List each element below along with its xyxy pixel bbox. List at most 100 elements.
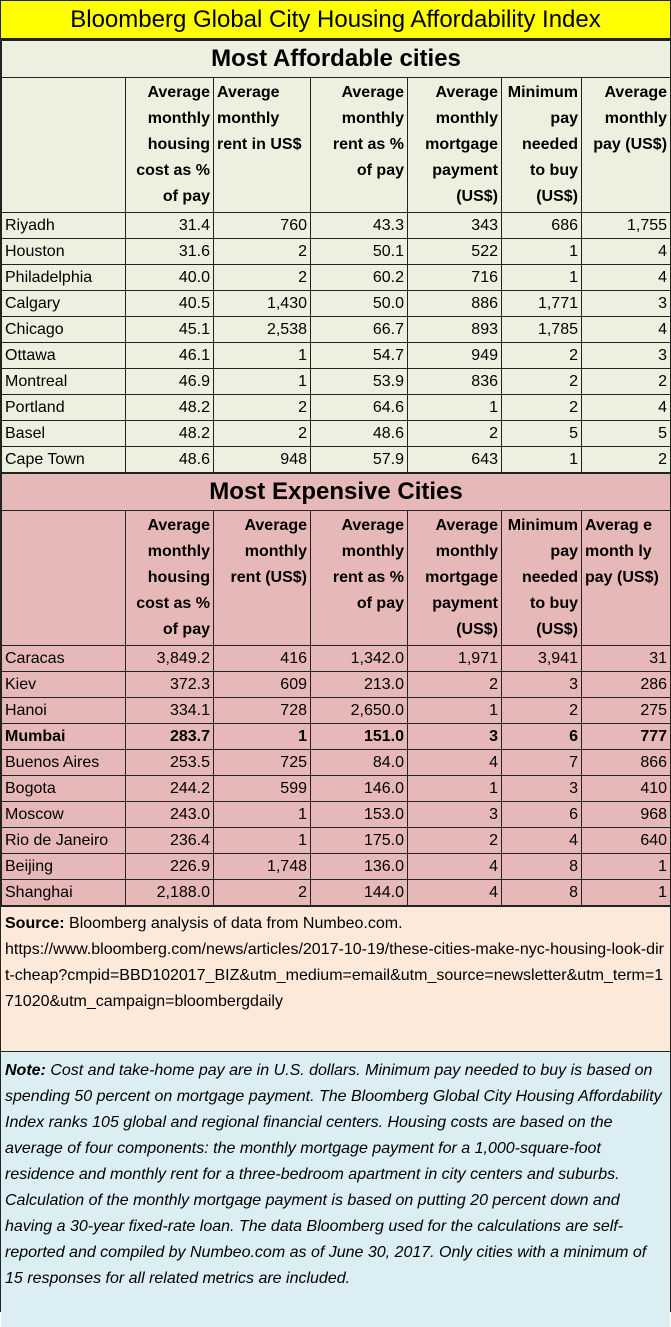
table-cell: 2 [501, 394, 582, 421]
header-rent-pct: Average monthly rent as % of pay [310, 77, 408, 213]
table-row: Calgary 40.5 1,430 50.0 886 1,771 3 [1, 290, 671, 317]
table-cell: 275 [580, 697, 671, 724]
city-name: Mumbai [1, 723, 126, 750]
table-cell: 283.7 [125, 723, 214, 750]
table-cell: 48.2 [125, 420, 214, 447]
table-cell: 1 [407, 394, 502, 421]
table-cell: 522 [407, 238, 502, 265]
header-min-pay: Minimum pay needed to buy (US$) [501, 510, 582, 646]
table-cell: 609 [213, 671, 311, 698]
table-cell: 4 [580, 316, 671, 343]
table-row: Houston 31.6 2 50.1 522 1 4 [1, 238, 671, 265]
header-mortgage: Average monthly mortgage payment (US$) [407, 510, 502, 646]
table-cell: 686 [501, 212, 582, 239]
table-cell: 2,538 [213, 316, 311, 343]
table-cell: 886 [407, 290, 502, 317]
table-cell: 45.1 [125, 316, 214, 343]
table-cell: 5 [580, 420, 671, 447]
table-cell: 968 [580, 801, 671, 828]
source-url[interactable]: https://www.bloomberg.com/news/articles/… [5, 941, 664, 1010]
affordable-table: Most Affordable cities Average monthly h… [0, 40, 671, 473]
table-cell: 57.9 [310, 446, 408, 473]
table-cell: 213.0 [310, 671, 408, 698]
table-cell: 2 [213, 394, 311, 421]
table-cell: 3 [580, 342, 671, 369]
source-label: Source: [5, 915, 65, 932]
table-cell: 1 [213, 723, 311, 750]
header-min-pay: Minimum pay needed to buy (US$) [501, 77, 582, 213]
table-cell: 3 [407, 723, 502, 750]
table-row: Montreal 46.9 1 53.9 836 2 2 [1, 368, 671, 395]
table-cell: 1 [580, 853, 671, 880]
table-cell: 1,771 [501, 290, 582, 317]
city-name: Basel [1, 420, 126, 447]
table-cell: 2 [501, 697, 582, 724]
city-name: Hanoi [1, 697, 126, 724]
table-cell: 1,748 [213, 853, 311, 880]
table-cell: 2 [213, 879, 311, 906]
table-cell: 236.4 [125, 827, 214, 854]
table-cell: 3 [501, 671, 582, 698]
table-cell: 2 [407, 420, 502, 447]
table-cell: 1 [407, 697, 502, 724]
table-cell: 893 [407, 316, 502, 343]
note-label: Note: [5, 1062, 46, 1079]
table-cell: 1 [213, 342, 311, 369]
header-rent-pct: Average monthly rent as % of pay [310, 510, 408, 646]
table-cell: 1,430 [213, 290, 311, 317]
table-cell: 48.6 [310, 420, 408, 447]
table-cell: 3,849.2 [125, 645, 214, 672]
table-cell: 4 [580, 238, 671, 265]
table-row: Beijing 226.9 1,748 136.0 4 8 1 [1, 853, 671, 880]
city-name: Philadelphia [1, 264, 126, 291]
table-cell: 1,971 [407, 645, 502, 672]
table-cell: 3 [580, 290, 671, 317]
table-cell: 410 [580, 775, 671, 802]
city-name: Chicago [1, 316, 126, 343]
table-cell: 7 [501, 749, 582, 776]
city-name: Shanghai [1, 879, 126, 906]
table-cell: 2 [501, 342, 582, 369]
table-cell: 1 [501, 264, 582, 291]
table-cell: 151.0 [310, 723, 408, 750]
city-name: Houston [1, 238, 126, 265]
table-row: Hanoi 334.1 728 2,650.0 1 2 275 [1, 697, 671, 724]
table-cell: 2 [213, 420, 311, 447]
table-cell: 2 [407, 827, 502, 854]
table-cell: 1 [501, 238, 582, 265]
table-cell: 8 [501, 853, 582, 880]
table-row: Basel 48.2 2 48.6 2 5 5 [1, 420, 671, 447]
table-cell: 46.9 [125, 368, 214, 395]
header-avg-pay: Average monthly pay (US$) [580, 77, 671, 213]
table-cell: 253.5 [125, 749, 214, 776]
city-name: Portland [1, 394, 126, 421]
table-row: Caracas 3,849.2 416 1,342.0 1,971 3,941 31 [1, 645, 671, 672]
header-mortgage: Average monthly mortgage payment (US$) [407, 77, 502, 213]
table-cell: 66.7 [310, 316, 408, 343]
city-name: Kiev [1, 671, 126, 698]
table-cell: 4 [580, 394, 671, 421]
table-cell: 777 [580, 723, 671, 750]
table-cell: 4 [407, 749, 502, 776]
table-cell: 31 [580, 645, 671, 672]
table-cell: 226.9 [125, 853, 214, 880]
city-name: Montreal [1, 368, 126, 395]
table-cell: 50.1 [310, 238, 408, 265]
header-housing-cost-pct: Average monthly housing cost as % of pay [125, 77, 214, 213]
source-block: Source: Bloomberg analysis of data from … [1, 906, 670, 1052]
table-row: Kiev 372.3 609 213.0 2 3 286 [1, 671, 671, 698]
header-rent: Average monthly rent (US$) [213, 510, 311, 646]
table-cell: 175.0 [310, 827, 408, 854]
city-name: Caracas [1, 645, 126, 672]
city-name: Moscow [1, 801, 126, 828]
table-cell: 4 [407, 879, 502, 906]
table-cell: 760 [213, 212, 311, 239]
table-cell: 5 [501, 420, 582, 447]
table-cell: 866 [580, 749, 671, 776]
table-cell: 286 [580, 671, 671, 698]
table-row: Bogota 244.2 599 146.0 1 3 410 [1, 775, 671, 802]
table-cell: 48.2 [125, 394, 214, 421]
city-name: Bogota [1, 775, 126, 802]
table-cell: 2 [407, 671, 502, 698]
table-cell: 48.6 [125, 446, 214, 473]
